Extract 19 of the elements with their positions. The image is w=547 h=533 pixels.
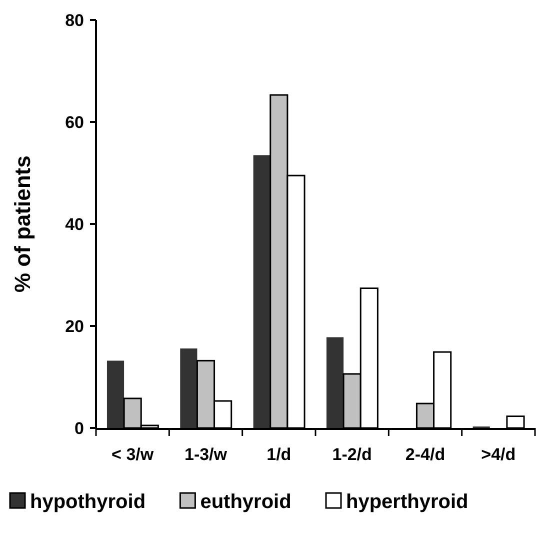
bar xyxy=(180,348,198,428)
y-tick-label: 40 xyxy=(65,214,84,234)
x-tick-label: < 3/w xyxy=(112,445,154,464)
legend-label: euthyroid xyxy=(200,491,292,513)
bar xyxy=(253,155,270,428)
legend-label: hyperthyroid xyxy=(346,491,468,513)
y-tick-label: 20 xyxy=(65,316,84,336)
bar xyxy=(106,360,124,428)
x-tick-label: >4/d xyxy=(481,445,516,464)
y-tick-label: 60 xyxy=(65,112,84,132)
y-tick-label: 0 xyxy=(74,418,84,438)
x-tick-label: 2-4/d xyxy=(405,445,446,464)
x-tick-label: 1-2/d xyxy=(332,445,372,464)
bar xyxy=(326,337,344,428)
y-tick-label: 80 xyxy=(65,10,84,30)
y-axis-title: % of patients xyxy=(10,156,35,292)
legend-label: hypothyroid xyxy=(30,491,146,513)
x-tick-label: 1/d xyxy=(266,445,292,464)
x-tick-label: 1-3/w xyxy=(184,445,228,464)
